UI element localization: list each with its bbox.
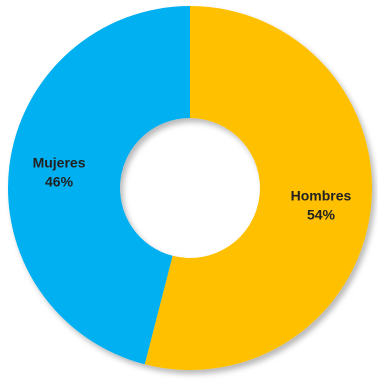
slice-value-hombres: 54% <box>307 207 336 223</box>
slice-value-mujeres: 46% <box>45 173 74 189</box>
slice-label-mujeres: Mujeres <box>33 154 86 170</box>
slice-label-hombres: Hombres <box>291 188 352 204</box>
slice-hombres <box>144 6 373 371</box>
slice-mujeres <box>8 6 190 365</box>
